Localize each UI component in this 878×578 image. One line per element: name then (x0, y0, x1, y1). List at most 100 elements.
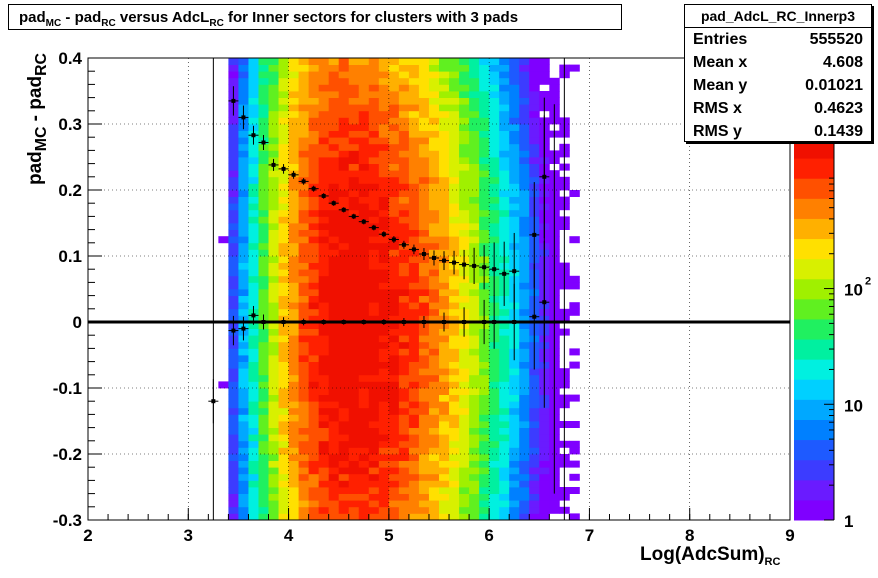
heatmap-cell (439, 143, 450, 151)
heatmap-cell (439, 64, 450, 72)
heatmap-cell (358, 150, 370, 158)
heatmap-cell (469, 97, 480, 105)
heatmap-cell (368, 97, 380, 105)
heatmap-cell (358, 341, 370, 349)
heatmap-cell (519, 183, 530, 191)
heatmap-cell (439, 130, 450, 138)
heatmap-cell (398, 487, 410, 494)
heatmap-cell (459, 421, 470, 428)
heatmap-cell (469, 473, 480, 481)
heatmap-cell (288, 256, 299, 263)
heatmap-cell (268, 480, 279, 488)
heatmap-cell (499, 91, 510, 98)
heatmap-cell (479, 388, 490, 395)
heatmap-cell (459, 493, 470, 501)
heatmap-cell (348, 275, 360, 283)
palette-swatch (794, 399, 834, 420)
heatmap-cell (489, 401, 500, 409)
heatmap-cell (388, 289, 400, 296)
heatmap-cell (288, 493, 299, 501)
heatmap-cell (228, 454, 239, 461)
heatmap-cell (248, 513, 259, 521)
heatmap-cell (398, 269, 410, 277)
heatmap-cell (278, 209, 289, 217)
heatmap-cell (258, 493, 269, 501)
heatmap-cell (368, 216, 380, 224)
heatmap-cell (428, 236, 440, 244)
heatmap-cell (398, 256, 410, 263)
heatmap-cell (469, 157, 480, 164)
heatmap-cell (348, 77, 360, 85)
heatmap-cell (228, 216, 239, 224)
palette-swatch (794, 479, 834, 501)
heatmap-cell (378, 91, 390, 98)
heatmap-cell (398, 124, 410, 131)
heatmap-cell (248, 223, 259, 230)
heatmap-cell (368, 110, 380, 118)
heatmap-cell (479, 447, 490, 455)
heatmap-cell (388, 447, 400, 455)
heatmap-cell (348, 282, 360, 290)
heatmap-cell (378, 64, 390, 72)
heatmap-cell (278, 262, 289, 270)
heatmap-cell (449, 137, 460, 145)
heatmap-cell (439, 500, 450, 508)
heatmap-cell (318, 242, 330, 250)
heatmap-cell (489, 190, 500, 197)
heatmap-cell (459, 84, 470, 92)
heatmap-cell (278, 394, 289, 402)
heatmap-cell (428, 506, 440, 514)
heatmap-cell (499, 322, 510, 329)
heatmap-cell (248, 170, 259, 178)
heatmap-cell (519, 368, 530, 376)
heatmap-cell (228, 176, 239, 184)
heatmap-cell (408, 447, 420, 455)
heatmap-cell (499, 97, 510, 105)
heatmap-cell (298, 328, 310, 336)
heatmap-cell (459, 302, 470, 310)
heatmap-cell (338, 229, 350, 237)
heatmap-cell (479, 295, 490, 303)
heatmap-cell (308, 315, 320, 323)
palette-swatch (794, 278, 834, 300)
heatmap-cell (499, 308, 510, 316)
heatmap-cell (509, 500, 520, 508)
upper-profile-point (502, 271, 507, 276)
heatmap-cell (459, 341, 470, 349)
heatmap-cell (288, 467, 299, 475)
heatmap-cell (298, 64, 310, 72)
heatmap-cell (529, 493, 540, 501)
heatmap-cell (479, 104, 490, 112)
heatmap-cell (258, 335, 269, 343)
heatmap-cell (358, 473, 370, 481)
heatmap-cell (298, 480, 310, 488)
heatmap-cell (268, 348, 279, 356)
heatmap-cell (368, 467, 380, 475)
heatmap-cell (278, 242, 289, 250)
y-tick-label: -0.3 (53, 511, 82, 530)
heatmap-cell (509, 361, 520, 369)
heatmap-cell (308, 97, 320, 105)
heatmap-cell (308, 216, 320, 224)
heatmap-cell (338, 249, 350, 257)
heatmap-cell (418, 434, 430, 442)
heatmap-cell (238, 493, 249, 501)
heatmap-cell (298, 341, 310, 349)
heatmap-cell (338, 130, 350, 138)
heatmap-cell (238, 262, 249, 270)
heatmap-cell (248, 401, 259, 409)
heatmap-cell (519, 71, 530, 79)
heatmap-cell (499, 414, 510, 422)
heatmap-cell (238, 216, 249, 224)
heatmap-cell (378, 500, 390, 508)
heatmap-cell (388, 414, 400, 422)
heatmap-cell (428, 183, 440, 191)
heatmap-cell (378, 58, 390, 65)
heatmap-cell (449, 229, 460, 237)
heatmap-cell (519, 209, 530, 217)
heatmap-cell (519, 150, 530, 158)
heatmap-cell (368, 71, 380, 79)
heatmap-cell (418, 440, 430, 448)
heatmap-cell (288, 163, 299, 171)
heatmap-cell (539, 427, 550, 435)
